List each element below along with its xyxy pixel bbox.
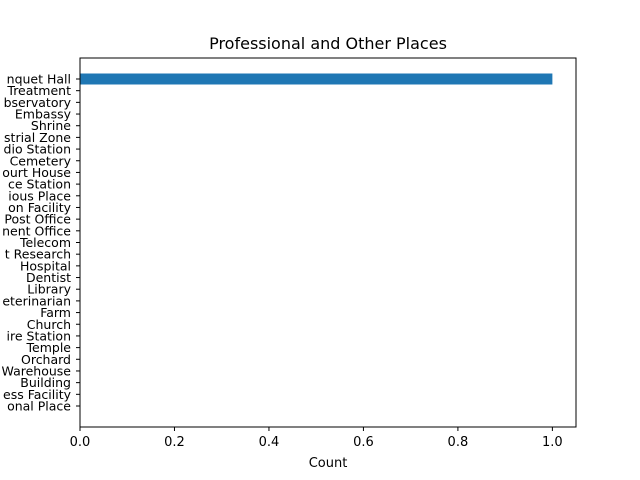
x-tick-label: 0.4	[259, 435, 280, 450]
y-tick-label: Dentist	[26, 270, 71, 285]
y-tick-label: Treatment	[6, 83, 71, 98]
y-tick-label: nquet Hall	[7, 72, 71, 87]
x-tick-label: 1.0	[542, 435, 563, 450]
x-tick-label: 0.8	[448, 435, 469, 450]
plot-frame	[79, 57, 577, 428]
x-axis-label: Count	[309, 456, 348, 471]
x-axis-ticks: 0.0 0.2 0.4 0.6 0.8 1.0	[70, 427, 563, 450]
x-tick-label: 0.0	[70, 435, 91, 450]
y-tick-label: onal Place	[7, 399, 71, 414]
bar	[80, 73, 553, 85]
y-tick-label: Farm	[40, 305, 71, 320]
y-tick-label: Embassy	[15, 107, 72, 122]
y-tick-label: t Research	[5, 247, 71, 262]
y-tick-label: Shrine	[31, 118, 71, 133]
y-tick-label: Telecom	[19, 235, 71, 250]
chart-title: Professional and Other Places	[209, 34, 447, 53]
y-tick-label: nent Office	[2, 223, 71, 238]
y-tick-label: Church	[27, 317, 71, 332]
bars-group	[80, 73, 553, 85]
y-tick-label: on Facility	[8, 200, 71, 215]
y-tick-label: Post Office	[4, 212, 71, 227]
y-tick-label: ess Facility	[3, 387, 72, 402]
y-tick-label: Orchard	[21, 352, 71, 367]
y-axis-ticks: nquet HallTreatmentbservatoryEmbassyShri…	[2, 72, 80, 414]
y-tick-label: dio Station	[4, 142, 71, 157]
x-tick-label: 0.2	[164, 435, 185, 450]
y-tick-label: Temple	[26, 340, 72, 355]
y-tick-label: Warehouse	[2, 363, 72, 378]
y-tick-label: ious Place	[8, 188, 71, 203]
y-tick-label: ce Station	[8, 177, 71, 192]
y-tick-label: strial Zone	[4, 130, 71, 145]
y-tick-label: Building	[20, 375, 71, 390]
y-tick-label: Hospital	[20, 258, 71, 273]
y-tick-label: ire Station	[7, 328, 71, 343]
x-tick-label: 0.6	[353, 435, 374, 450]
y-tick-label: Library	[27, 282, 71, 297]
y-tick-label: eterinarian	[2, 293, 71, 308]
y-tick-label: Cemetery	[10, 153, 72, 168]
y-tick-label: ourt House	[2, 165, 71, 180]
y-tick-label: bservatory	[4, 95, 72, 110]
